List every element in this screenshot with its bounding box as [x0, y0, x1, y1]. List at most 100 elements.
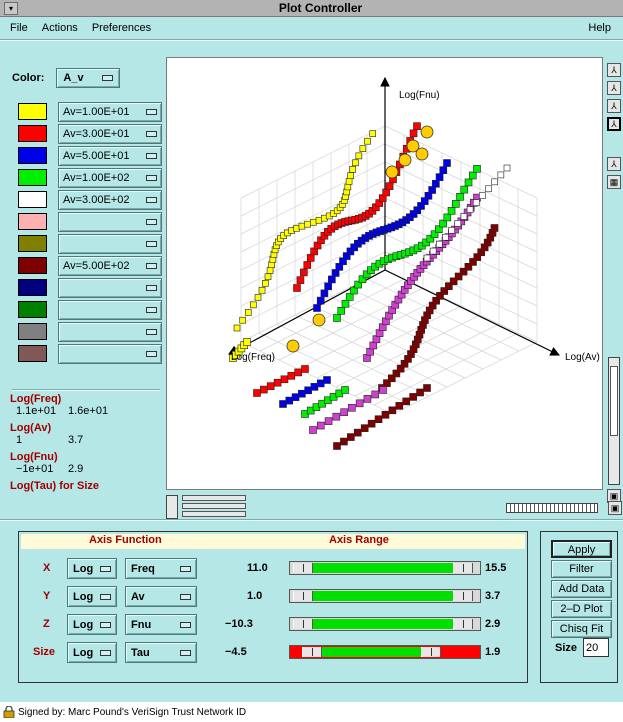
zoom-vertical-slider[interactable]	[608, 357, 620, 485]
axis-function-select[interactable]: Tau	[125, 642, 197, 663]
color-swatch[interactable]	[18, 279, 47, 296]
slider-thumb[interactable]	[421, 647, 441, 657]
color-value-text: Av=1.00E+02	[63, 172, 130, 184]
color-value-select[interactable]	[58, 278, 162, 298]
color-value-select[interactable]	[58, 212, 162, 232]
color-value-select[interactable]	[58, 322, 162, 342]
menu-actions[interactable]: Actions	[41, 22, 78, 34]
2d-plot-button[interactable]: 2–D Plot	[551, 600, 612, 618]
axis-range-slider[interactable]	[289, 561, 481, 575]
color-value-text: Av=3.00E+02	[63, 194, 130, 206]
option-menu-icon	[100, 621, 111, 628]
corner-button[interactable]: ▣	[608, 501, 622, 515]
view-axis-icon[interactable]: ⅄	[607, 117, 621, 131]
axis-scale-select[interactable]: Log	[67, 614, 117, 635]
view-axis-icon[interactable]: ⅄	[607, 99, 621, 113]
axis-function-select[interactable]: Freq	[125, 558, 197, 579]
color-swatch[interactable]	[18, 235, 47, 252]
slider-range-fill	[322, 647, 421, 657]
view-axis-icon[interactable]: ⅄	[607, 157, 621, 171]
axis-range-slider[interactable]	[289, 617, 481, 631]
color-value-select[interactable]: Av=3.00E+02	[58, 190, 162, 210]
menu-file[interactable]: File	[10, 22, 28, 34]
color-swatch[interactable]	[18, 147, 47, 164]
av-range-label: Log(Av)	[10, 422, 52, 434]
rotate-icon[interactable]	[166, 495, 178, 519]
color-swatch[interactable]	[18, 323, 47, 340]
color-swatch[interactable]	[18, 103, 47, 120]
filter-button[interactable]: Filter	[551, 560, 612, 578]
slider-thumb[interactable]	[302, 647, 322, 657]
status-bar: Signed by: Marc Pound's VeriSign Trust N…	[0, 702, 623, 722]
axis-function-value: Fnu	[131, 618, 152, 631]
add-data-button[interactable]: Add Data	[551, 580, 612, 598]
rotate-slider[interactable]	[182, 495, 246, 501]
axis-range-header: Axis Range	[329, 534, 389, 546]
color-swatch[interactable]	[18, 257, 47, 274]
av-max: 3.7	[68, 434, 84, 446]
option-menu-icon	[146, 263, 157, 269]
slider-thumb[interactable]	[293, 591, 313, 601]
plot-controller-app: File Actions Preferences Help Color: A_v…	[0, 17, 623, 702]
axis-scale-select[interactable]: Log	[67, 558, 117, 579]
rotate-slider[interactable]	[182, 511, 246, 517]
size-input[interactable]	[583, 638, 610, 657]
color-swatch[interactable]	[18, 213, 47, 230]
horizontal-scroll[interactable]	[506, 503, 598, 513]
color-value-select[interactable]	[58, 300, 162, 320]
menu-preferences[interactable]: Preferences	[91, 22, 152, 34]
view-axis-icon[interactable]: ⅄	[607, 81, 621, 95]
3d-scatter-plot: Log(Fnu) Log(Av) Log(Freq)	[228, 76, 600, 450]
axis-function-select[interactable]: Fnu	[125, 614, 197, 635]
axis-range-slider[interactable]	[289, 589, 481, 603]
av-range-values: 1 3.7	[10, 434, 160, 446]
color-swatch[interactable]	[18, 301, 47, 318]
slider-thumb[interactable]	[453, 591, 473, 601]
axis-range-min: −10.3	[225, 618, 253, 630]
view-axis-icon[interactable]: ⅄	[607, 63, 621, 77]
color-value-select[interactable]	[58, 234, 162, 254]
axis-scale-select[interactable]: Log	[67, 586, 117, 607]
slider-range-fill	[313, 619, 453, 629]
color-value-select[interactable]	[58, 344, 162, 364]
chisq-fit-button[interactable]: Chisq Fit	[551, 620, 612, 638]
y-axis-label: Log(Fnu)	[399, 90, 440, 101]
fnu-range-label: Log(Fnu)	[10, 451, 58, 463]
apply-button[interactable]: Apply	[551, 540, 612, 558]
slider-thumb[interactable]	[293, 563, 313, 573]
window-menu-icon[interactable]: ▾	[4, 1, 18, 15]
color-value-select[interactable]: Av=5.00E+01	[58, 146, 162, 166]
axis-scale-select[interactable]: Log	[67, 642, 117, 663]
color-value-select[interactable]: Av=5.00E+02	[58, 256, 162, 276]
color-swatch[interactable]	[18, 191, 47, 208]
slider-thumb[interactable]	[453, 619, 473, 629]
color-value-select[interactable]: Av=1.00E+02	[58, 168, 162, 188]
color-swatch[interactable]	[18, 345, 47, 362]
fnu-min: −1e+01	[16, 463, 54, 475]
menu-divider	[0, 39, 623, 41]
color-attribute-select[interactable]: A_v	[56, 68, 121, 88]
color-swatch[interactable]	[18, 169, 47, 186]
ranges-divider	[12, 389, 160, 391]
axis-function-select[interactable]: Av	[125, 586, 197, 607]
color-value-select[interactable]: Av=3.00E+01	[58, 124, 162, 144]
plot-toolbar: ⅄ ⅄ ⅄ ⅄ ⅄ ▦ ▣	[603, 57, 623, 517]
z-axis-label: Log(Freq)	[231, 352, 275, 363]
size-label: Size	[555, 641, 578, 654]
color-value-select[interactable]: Av=1.00E+01	[58, 102, 162, 122]
menu-bar: File Actions Preferences Help	[0, 17, 623, 39]
fnu-range-values: −1e+01 2.9	[10, 463, 160, 475]
axis-range-min: −4.5	[225, 646, 247, 658]
rotate-slider[interactable]	[182, 503, 246, 509]
3d-plot-canvas[interactable]: Log(Fnu) Log(Av) Log(Freq)	[166, 57, 603, 490]
slider-thumb[interactable]	[293, 619, 313, 629]
menu-help[interactable]: Help	[588, 22, 611, 34]
axis-range-min: 11.0	[247, 562, 268, 574]
option-menu-icon	[146, 109, 157, 115]
grid-toggle-icon[interactable]: ▦	[607, 175, 621, 189]
axis-range-slider[interactable]	[289, 645, 481, 659]
zoom-slider-thumb[interactable]	[610, 366, 618, 436]
color-swatch[interactable]	[18, 125, 47, 142]
data-ranges: Log(Freq) 1.1e+01 1.6e+01 Log(Av) 1 3.7 …	[10, 393, 160, 492]
slider-thumb[interactable]	[453, 563, 473, 573]
